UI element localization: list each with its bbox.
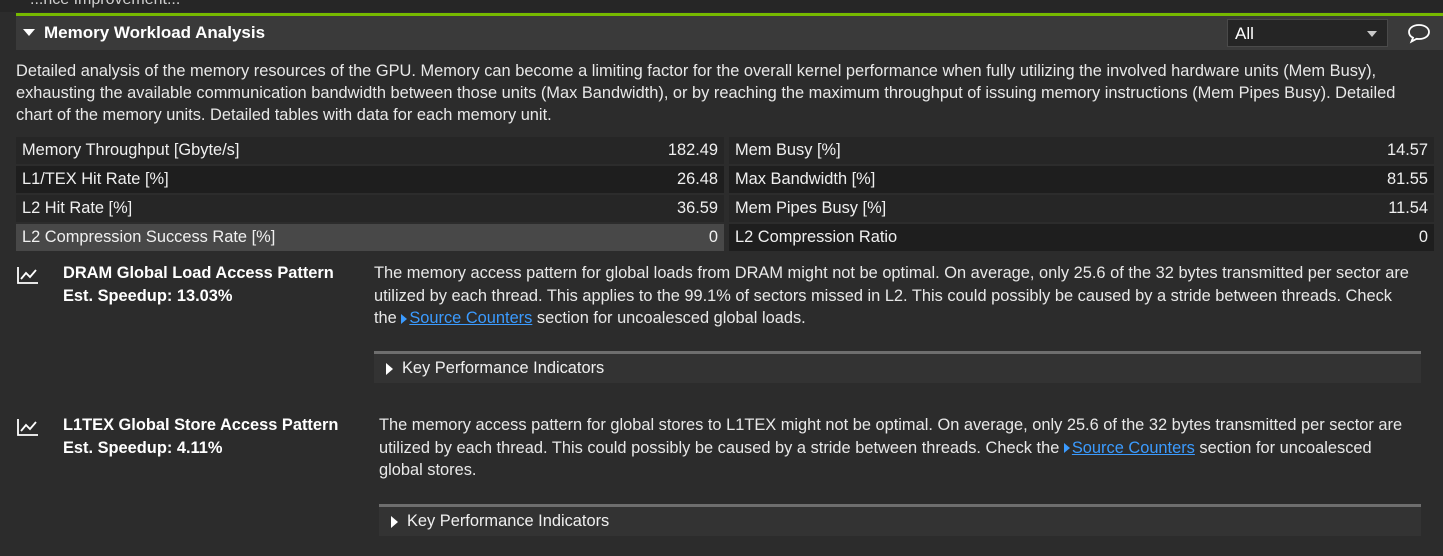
metrics-row: L1/TEX Hit Rate [%] 26.48 Max Bandwidth … bbox=[16, 166, 1434, 194]
filter-value: All bbox=[1235, 24, 1254, 43]
expand-triangle-icon bbox=[386, 363, 393, 375]
metric-label: Mem Pipes Busy [%] bbox=[735, 199, 887, 217]
metric-label: L2 Hit Rate [%] bbox=[22, 199, 133, 217]
rule-l1tex-global-store: L1TEX Global Store Access Pattern Est. S… bbox=[16, 414, 1426, 539]
metrics-row: L2 Compression Success Rate [%] 0 L2 Com… bbox=[16, 224, 1434, 252]
chart-trend-icon bbox=[17, 419, 38, 436]
link-label: Source Counters bbox=[1071, 438, 1195, 457]
metric-value: 14.57 bbox=[1386, 141, 1428, 159]
previous-section-fragment: ...nce Improvement... bbox=[30, 0, 180, 9]
rule-message-text: section for uncoalesced global loads. bbox=[532, 309, 806, 327]
metric-value: 26.48 bbox=[676, 170, 718, 188]
rule-speedup: Est. Speedup: 4.11% bbox=[63, 439, 223, 457]
previous-section-strip: ...nce Improvement... bbox=[0, 0, 1443, 12]
rule-message-text: section for uncoalesced global stores. bbox=[379, 438, 1372, 480]
metric-cell-highlighted[interactable]: L2 Compression Success Rate [%] 0 bbox=[16, 224, 724, 251]
metric-cell[interactable]: Mem Pipes Busy [%] 11.54 bbox=[729, 195, 1434, 222]
kpi-expander[interactable]: Key Performance Indicators bbox=[379, 504, 1421, 536]
collapse-chevron-icon[interactable] bbox=[23, 29, 35, 36]
source-counters-link[interactable]: Source Counters bbox=[401, 309, 532, 327]
section-description: Detailed analysis of the memory resource… bbox=[16, 62, 1396, 124]
metric-value: 36.59 bbox=[676, 199, 718, 217]
kpi-label: Key Performance Indicators bbox=[402, 359, 605, 377]
source-counters-link[interactable]: Source Counters bbox=[1063, 438, 1195, 457]
metric-cell[interactable]: L1/TEX Hit Rate [%] 26.48 bbox=[16, 166, 724, 193]
metric-value: 81.55 bbox=[1386, 170, 1428, 188]
metric-cell[interactable]: Mem Busy [%] 14.57 bbox=[729, 137, 1434, 164]
metric-label: L2 Compression Success Rate [%] bbox=[22, 228, 276, 246]
metric-label: L2 Compression Ratio bbox=[735, 228, 898, 246]
section-header-memory-workload[interactable]: Memory Workload Analysis All bbox=[16, 13, 1443, 50]
metric-label: L1/TEX Hit Rate [%] bbox=[22, 170, 169, 188]
comment-icon[interactable] bbox=[1406, 22, 1432, 44]
link-arrow-icon bbox=[401, 313, 408, 324]
metric-cell[interactable]: Memory Throughput [Gbyte/s] 182.49 bbox=[16, 137, 724, 164]
metric-label: Max Bandwidth [%] bbox=[735, 170, 876, 188]
section-title: Memory Workload Analysis bbox=[44, 23, 266, 42]
metric-value: 0 bbox=[708, 228, 718, 246]
rule-dram-global-load: DRAM Global Load Access Pattern Est. Spe… bbox=[16, 262, 1426, 387]
rule-message: The memory access pattern for global sto… bbox=[379, 414, 1419, 482]
rule-message-text: The memory access pattern for global loa… bbox=[374, 264, 1409, 327]
rule-message: The memory access pattern for global loa… bbox=[374, 262, 1414, 330]
metrics-row: L2 Hit Rate [%] 36.59 Mem Pipes Busy [%]… bbox=[16, 195, 1434, 223]
rule-title: L1TEX Global Store Access Pattern bbox=[63, 416, 339, 434]
metric-value: 0 bbox=[1418, 228, 1428, 246]
metric-label: Mem Busy [%] bbox=[735, 141, 841, 159]
metric-cell[interactable]: L2 Hit Rate [%] 36.59 bbox=[16, 195, 724, 222]
metric-cell[interactable]: Max Bandwidth [%] 81.55 bbox=[729, 166, 1434, 193]
rule-message-text: The memory access pattern for global sto… bbox=[379, 416, 1403, 457]
dropdown-caret-icon bbox=[1367, 31, 1377, 37]
link-label: Source Counters bbox=[409, 309, 533, 327]
kpi-expander[interactable]: Key Performance Indicators bbox=[374, 351, 1421, 383]
body-filter-select[interactable]: All bbox=[1227, 19, 1388, 47]
expand-triangle-icon bbox=[391, 516, 398, 528]
metric-value: 182.49 bbox=[667, 141, 718, 159]
metric-value: 11.54 bbox=[1388, 199, 1428, 217]
metric-cell[interactable]: L2 Compression Ratio 0 bbox=[729, 224, 1434, 251]
metrics-row: Memory Throughput [Gbyte/s] 182.49 Mem B… bbox=[16, 137, 1434, 165]
metric-label: Memory Throughput [Gbyte/s] bbox=[22, 141, 240, 159]
kpi-label: Key Performance Indicators bbox=[407, 512, 610, 530]
rule-speedup: Est. Speedup: 13.03% bbox=[63, 287, 233, 305]
chart-trend-icon bbox=[17, 267, 38, 284]
link-arrow-icon bbox=[1063, 443, 1070, 454]
rule-title: DRAM Global Load Access Pattern bbox=[63, 264, 334, 282]
